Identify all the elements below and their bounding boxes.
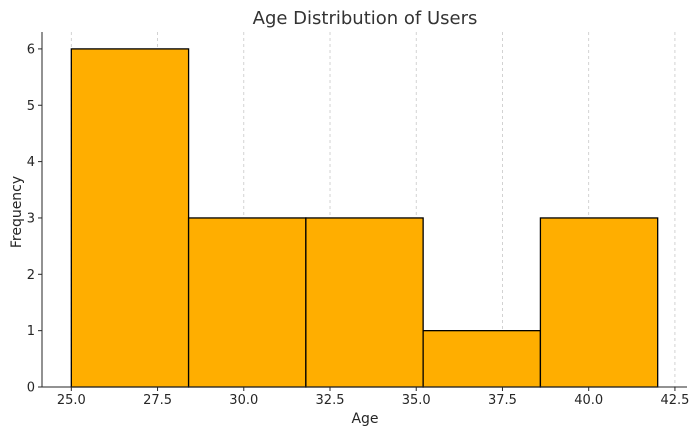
- chart-title: Age Distribution of Users: [253, 8, 478, 29]
- histogram-bar: [539, 217, 659, 388]
- x-tick-label: 40.0: [574, 393, 603, 408]
- x-tick-label: 42.5: [660, 393, 689, 408]
- x-tick-label: 27.5: [143, 393, 172, 408]
- histogram-bar: [70, 48, 190, 388]
- x-ticks: 25.0 27.5 30.0 32.5 35.0 37.5 40.0 42.5: [57, 387, 689, 408]
- histogram-bar: [422, 330, 542, 388]
- y-tick-label: 4: [27, 155, 35, 170]
- y-tick-label: 3: [27, 211, 35, 226]
- axes: [41, 32, 687, 388]
- y-axis-label: Frequency: [9, 176, 25, 248]
- histogram-bar: [187, 217, 307, 388]
- y-tick-label: 6: [27, 42, 35, 57]
- bars: [70, 48, 659, 388]
- y-tick-label: 2: [27, 268, 35, 283]
- y-tick-label: 0: [27, 381, 35, 396]
- x-tick-label: 37.5: [488, 393, 517, 408]
- y-tick-label: 1: [27, 324, 35, 339]
- x-tick-label: 25.0: [57, 393, 86, 408]
- x-tick-label: 35.0: [402, 393, 431, 408]
- x-tick-label: 32.5: [316, 393, 345, 408]
- x-axis-label: Age: [351, 411, 378, 427]
- y-ticks: 0 1 2 3 4 5 6: [27, 42, 42, 396]
- x-tick-label: 30.0: [229, 393, 258, 408]
- y-tick-label: 5: [27, 99, 35, 114]
- histogram-bar: [305, 217, 424, 388]
